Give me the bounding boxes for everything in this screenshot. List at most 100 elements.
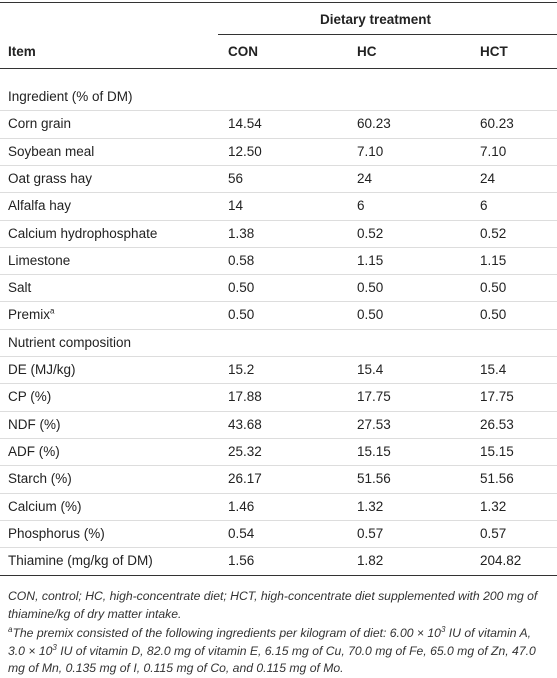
- row-rule: [0, 410, 557, 412]
- row-label: Oat grass hay: [8, 170, 93, 186]
- row-rule: [0, 246, 557, 248]
- column-header: CON: [228, 44, 258, 59]
- cell: 26.53: [480, 416, 514, 432]
- row-label: Starch (%): [8, 471, 72, 487]
- row-rule: [0, 301, 557, 303]
- cell: 7.10: [357, 143, 384, 159]
- row-label: Soybean meal: [8, 143, 95, 159]
- cell: 51.56: [480, 471, 514, 487]
- row-label: Corn grain: [8, 116, 72, 132]
- cell: 14.54: [228, 116, 262, 132]
- row-rule: [0, 274, 557, 276]
- cell: 0.50: [228, 307, 255, 323]
- cell: 25.32: [228, 443, 262, 459]
- cell: 0.57: [357, 525, 384, 541]
- row-label: CP (%): [8, 389, 52, 405]
- row-rule: [0, 465, 557, 467]
- footnote-label: a: [8, 624, 13, 634]
- cell: 0.50: [480, 280, 507, 296]
- cell: 1.32: [357, 498, 384, 514]
- footnotes: CON, control; HC, high-concentrate diet;…: [8, 588, 550, 678]
- row-label: Calcium (%): [8, 498, 82, 514]
- column-header: Item: [8, 44, 36, 59]
- row-rule: [0, 137, 557, 139]
- footnote-mark: a: [50, 306, 55, 316]
- row-rule: [0, 437, 557, 439]
- row-rule: [0, 492, 557, 494]
- cell: 60.23: [480, 116, 514, 132]
- row-rule: [0, 164, 557, 166]
- cell: 15.2: [228, 362, 255, 377]
- cell: 15.4: [357, 362, 384, 377]
- cell: 6: [357, 198, 365, 214]
- cell: 17.88: [228, 389, 262, 405]
- cell: 0.50: [357, 280, 384, 296]
- cell: 17.75: [480, 389, 514, 405]
- footnote-text: IU of vitamin D, 82.0 mg of vitamin E, 6…: [8, 643, 536, 676]
- group-header: Dietary treatment: [320, 12, 432, 27]
- cell: 51.56: [357, 471, 391, 487]
- footnote-text: IU of vitamin A, 3.0 × 10: [8, 626, 531, 658]
- cell: 204.82: [480, 553, 522, 569]
- row-label: Limestone: [8, 252, 71, 268]
- row-rule: [0, 547, 557, 549]
- cell: 1.32: [480, 498, 507, 514]
- row-label: ADF (%): [8, 443, 60, 459]
- row-rule: [0, 328, 557, 330]
- cell: 0.57: [480, 525, 507, 541]
- footnote-text: The premix consisted of the following in…: [12, 626, 441, 640]
- footnote-text: CON, control; HC, high-concentrate diet;…: [8, 589, 538, 621]
- top-rule: [0, 2, 557, 3]
- row-rule: [0, 192, 557, 194]
- cell: 60.23: [357, 116, 391, 132]
- cell: 15.15: [357, 443, 391, 459]
- header-rule: [0, 68, 557, 69]
- cell: 1.46: [228, 498, 255, 514]
- cell: 0.52: [480, 225, 507, 241]
- cell: 15.15: [480, 443, 514, 459]
- cell: 0.50: [480, 307, 507, 323]
- column-header: HCT: [480, 44, 508, 59]
- cell: 1.15: [480, 252, 507, 268]
- row-rule: [0, 383, 557, 385]
- row-label: Ingredient (% of DM): [8, 89, 133, 104]
- cell: 0.50: [357, 307, 384, 323]
- row-label: NDF (%): [8, 416, 61, 432]
- cell: 12.50: [228, 143, 262, 159]
- cell: 24: [357, 170, 373, 186]
- row-label: DE (MJ/kg): [8, 362, 76, 377]
- cell: 1.56: [228, 553, 255, 569]
- row-label: Phosphorus (%): [8, 525, 105, 541]
- row-label: Calcium hydrophosphate: [8, 225, 158, 241]
- cell: 43.68: [228, 416, 262, 432]
- row-label: Premixa: [8, 306, 55, 323]
- group-rule: [218, 34, 557, 35]
- cell: 7.10: [480, 143, 507, 159]
- cell: 0.52: [357, 225, 384, 241]
- cell: 0.54: [228, 525, 255, 541]
- row-label: Thiamine (mg/kg of DM): [8, 553, 153, 569]
- superscript: 3: [440, 624, 446, 634]
- column-header: HC: [357, 44, 377, 59]
- row-label: Salt: [8, 280, 32, 296]
- cell: 1.15: [357, 252, 384, 268]
- cell: 0.58: [228, 252, 255, 268]
- cell: 6: [480, 198, 488, 214]
- row-label: Alfalfa hay: [8, 198, 72, 214]
- row-rule: [0, 110, 557, 112]
- cell: 1.38: [228, 225, 255, 241]
- bottom-rule: [0, 575, 557, 576]
- cell: 24: [480, 170, 496, 186]
- cell: 15.4: [480, 362, 507, 377]
- cell: 0.50: [228, 280, 255, 296]
- row-rule: [0, 219, 557, 221]
- footnote: aThe premix consisted of the following i…: [8, 625, 550, 678]
- cell: 27.53: [357, 416, 391, 432]
- cell: 14: [228, 198, 244, 214]
- cell: 17.75: [357, 389, 391, 405]
- row-rule: [0, 356, 557, 357]
- superscript: 3: [52, 642, 57, 652]
- cell: 26.17: [228, 471, 262, 487]
- cell: 1.82: [357, 553, 384, 569]
